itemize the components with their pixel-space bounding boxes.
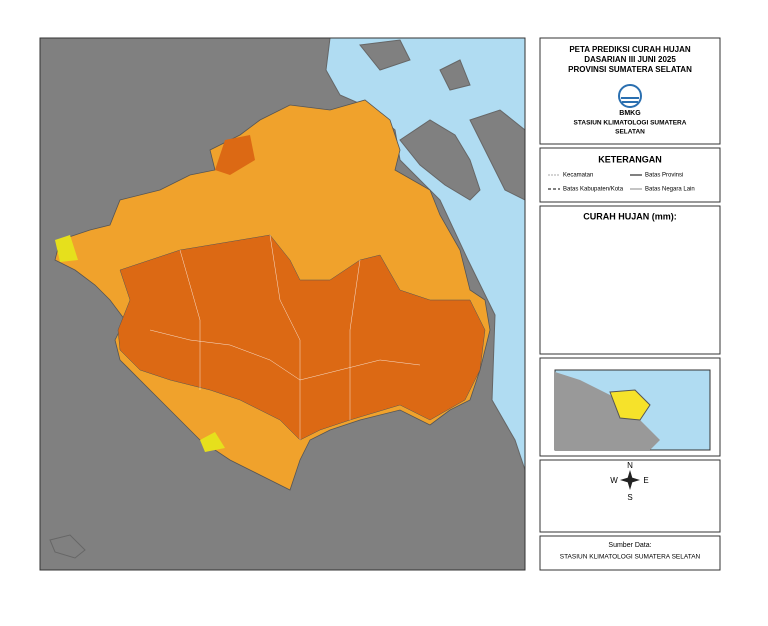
title-line: DASARIAN III JUNI 2025	[584, 55, 676, 64]
station: STASIUN KLIMATOLOGI SUMATERA	[574, 120, 687, 127]
station: SELATAN	[615, 129, 645, 136]
map-frame	[39, 37, 526, 571]
inset-land	[555, 372, 660, 450]
legend-item: Batas Negara Lain	[645, 187, 695, 193]
source-text: STASIUN KLIMATOLOGI SUMATERA SELATAN	[560, 554, 701, 561]
compass-e: E	[643, 476, 648, 485]
source-box	[539, 535, 721, 571]
title-line: PROVINSI SUMATERA SELATAN	[568, 65, 692, 74]
legend-title: KETERANGAN	[598, 154, 662, 164]
legend-item: Batas Provinsi	[645, 173, 683, 179]
province-low	[117, 234, 486, 441]
province-yellow	[55, 235, 225, 452]
frame-border	[39, 37, 526, 571]
logo	[618, 84, 642, 108]
bangka-island	[399, 119, 481, 201]
compass-rose	[620, 470, 640, 490]
inset-province	[609, 389, 651, 421]
logo-text: BMKG	[619, 110, 641, 117]
district-boundaries	[149, 234, 421, 440]
rainfall-box	[539, 205, 721, 355]
compass-w: W	[610, 476, 618, 485]
side-panel: PETA PREDIKSI CURAH HUJAN DASARIAN III J…	[539, 37, 721, 571]
legend-item: Batas Kabupaten/Kota	[563, 187, 624, 193]
legend-item: Kecamatan	[563, 173, 593, 179]
source-label: Sumber Data:	[608, 542, 651, 549]
compass-s: S	[627, 493, 632, 502]
title-line: PETA PREDIKSI CURAH HUJAN	[569, 45, 691, 54]
province-low	[215, 135, 255, 175]
compass-n: N	[627, 461, 633, 470]
island	[49, 534, 86, 559]
rainfall-title: CURAH HUJAN (mm):	[583, 211, 677, 221]
logo-waves	[621, 97, 639, 103]
kepri-islands	[359, 39, 471, 91]
